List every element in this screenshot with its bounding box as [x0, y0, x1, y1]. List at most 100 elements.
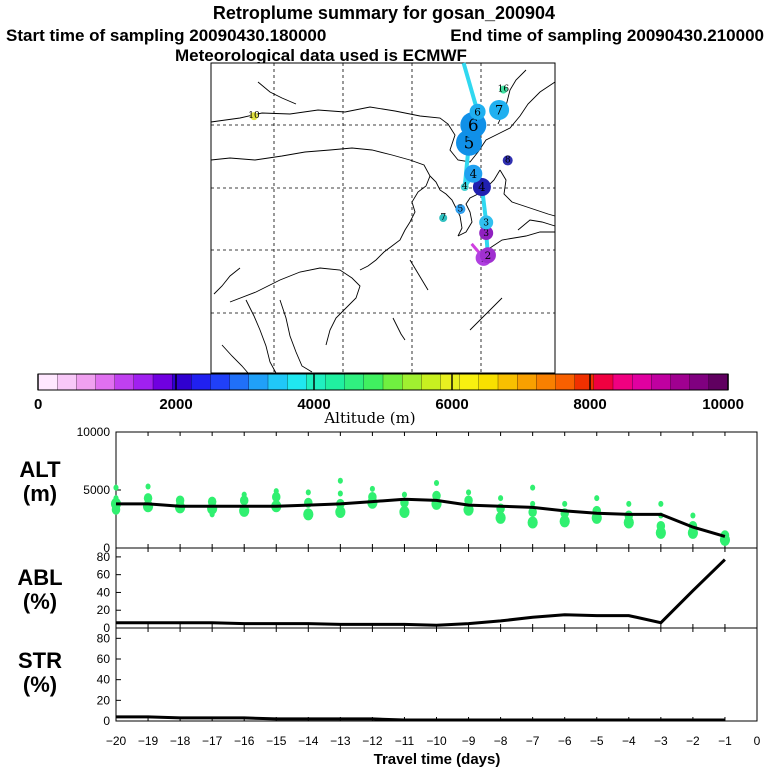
alt-scatter-point	[463, 503, 474, 516]
alt-scatter-point	[401, 491, 408, 498]
colorbar-cell	[344, 373, 365, 391]
start-time-label: Start time of sampling 20090430.180000	[6, 26, 326, 45]
colorbar-cell	[517, 373, 537, 391]
plume-marker	[460, 183, 469, 191]
y-tick-label: 80	[97, 631, 111, 645]
plume-marker	[479, 226, 494, 241]
chart-title: Retroplume summary for gosan_200904	[213, 3, 555, 23]
abl-line	[116, 558, 726, 627]
x-tick-label: −14	[298, 734, 319, 748]
plume-marker	[464, 164, 483, 183]
panel-str: 0 20 40 60 80 STR(%)	[18, 627, 758, 728]
map-coastlines	[210, 69, 556, 374]
alt-scatter-point	[527, 516, 538, 529]
alt-scatter-point	[337, 477, 343, 484]
alt-scatter-point	[559, 515, 570, 528]
alt-scatter-point	[530, 500, 536, 507]
colorbar-cell	[172, 373, 192, 391]
x-tick-label: −18	[170, 734, 191, 748]
alt-scatter-point	[272, 491, 281, 502]
colorbar-tick-label: 6000	[435, 396, 468, 413]
map-points: 123344456671610857	[248, 84, 513, 266]
plume-marker	[502, 155, 513, 166]
alt-scatter-point	[466, 489, 472, 496]
colorbar-cell	[459, 373, 480, 391]
colorbar-tick-label: 0	[34, 396, 42, 413]
plume-marker	[499, 85, 508, 94]
panel-unit-label: (m)	[23, 481, 57, 506]
colorbar-cell	[421, 373, 442, 391]
alt-scatter-point	[239, 495, 249, 506]
colorbar-cell	[536, 373, 557, 391]
alt-scatter-point	[626, 500, 632, 507]
plume-marker	[489, 99, 510, 120]
y-tick-label: 0	[103, 621, 110, 635]
alt-scatter-point	[690, 512, 696, 519]
alt-scatter-point	[145, 483, 151, 490]
plume-marker	[439, 214, 448, 222]
x-tick-label: 0	[754, 734, 761, 748]
time-series-panels: 0500010000ALT(m)020406080ABL(%)020406080…	[17, 425, 758, 728]
x-tick-label: −20	[106, 734, 127, 748]
alt-scatter-point	[143, 493, 153, 504]
plume-day-label: 3	[483, 219, 489, 229]
alt-scatter-point	[498, 495, 504, 502]
plume-line-exit	[461, 62, 480, 113]
alt-scatter-point	[495, 511, 506, 524]
plume-day-label: 4	[470, 167, 477, 181]
colorbar-cell	[382, 373, 403, 391]
x-tick-label: −19	[138, 734, 159, 748]
plume-marker	[479, 215, 494, 230]
panel-label: ABL	[17, 565, 62, 590]
alt-scatter-point	[368, 491, 377, 502]
x-tick-label: −4	[622, 734, 636, 748]
colorbar-cell	[440, 373, 461, 391]
colorbar-cell	[287, 373, 307, 391]
x-tick-label: −6	[558, 734, 572, 748]
y-tick-label: 20	[97, 603, 111, 617]
x-tick-label: −13	[330, 734, 351, 748]
alt-scatter-point	[562, 500, 568, 507]
colorbar-cell	[402, 373, 422, 391]
alt-scatter-point	[433, 480, 440, 487]
x-tick-label: −7	[526, 734, 540, 748]
alt-scatter-point	[594, 495, 600, 502]
colorbar-cell	[497, 373, 518, 391]
plume-day-label: 6	[474, 106, 481, 118]
panel-abl: 0 20 40 60 80 ABL(%)	[17, 547, 758, 635]
plume-day-label: 2	[485, 250, 492, 262]
colorbar-cell	[363, 373, 384, 391]
colorbar-cell	[76, 373, 97, 391]
x-tick-label: −10	[426, 734, 447, 748]
y-tick-label: 60	[97, 568, 111, 582]
colorbar-cell	[248, 373, 269, 391]
panel-frame	[115, 627, 758, 722]
x-axis-label: Travel time (days)	[374, 751, 501, 768]
colorbar-cell	[267, 373, 288, 391]
end-time-label: End time of sampling 20090430.210000	[450, 26, 764, 45]
y-tick-label: 40	[97, 585, 111, 599]
colorbar-cell	[555, 373, 576, 391]
alt-scatter-point	[207, 496, 217, 507]
alt-scatter-point	[111, 504, 121, 515]
colorbar-cell	[114, 373, 135, 391]
colorbar-cell	[229, 373, 250, 391]
y-tick-label: 20	[97, 693, 111, 707]
y-tick-label: 0	[103, 541, 110, 555]
colorbar-cell	[95, 373, 116, 391]
alt-scatter-point	[209, 511, 215, 518]
alt-scatter-point	[113, 495, 119, 502]
colorbar-cell	[689, 373, 710, 391]
colorbar-cell	[612, 373, 633, 391]
plume-day-label: 10	[248, 111, 260, 121]
plume-day-label: 8	[505, 156, 511, 166]
x-tick-label: −16	[234, 734, 255, 748]
y-tick-label: 40	[97, 673, 111, 687]
colorbar-tick-label: 10000	[702, 396, 744, 413]
colorbar-tick-label: 4000	[297, 396, 330, 413]
x-tick-label: −1	[718, 734, 732, 748]
x-tick-label: −8	[494, 734, 508, 748]
colorbar-cell	[306, 373, 327, 391]
panel-unit-label: (%)	[23, 672, 57, 697]
